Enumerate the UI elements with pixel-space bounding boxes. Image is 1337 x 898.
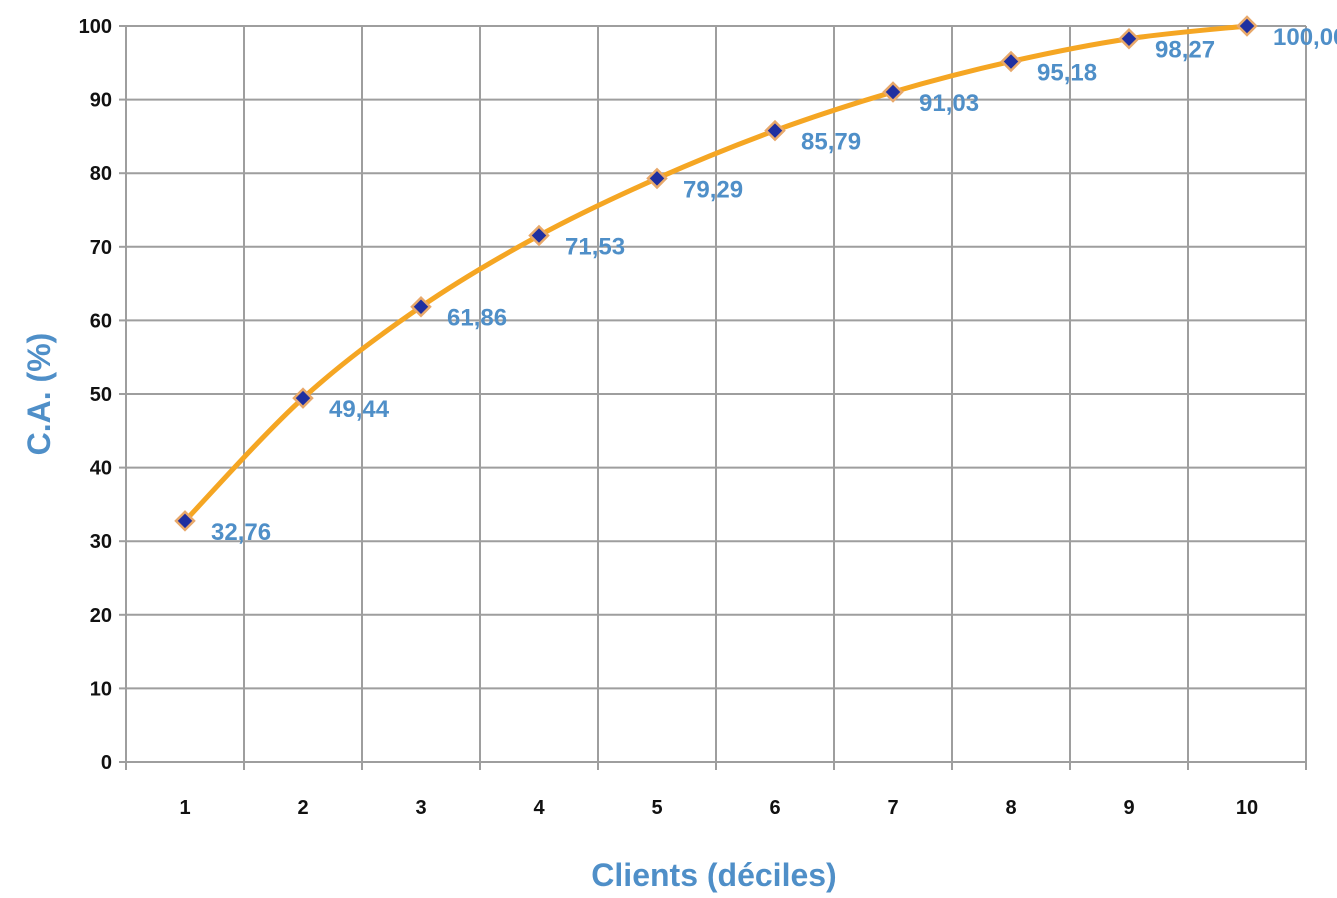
y-axis-title: C.A. (%) bbox=[21, 333, 57, 456]
data-label: 85,79 bbox=[801, 129, 861, 156]
data-point-marker bbox=[1236, 15, 1258, 37]
y-tick-label: 30 bbox=[90, 531, 112, 553]
data-label: 98,27 bbox=[1155, 37, 1215, 64]
x-axis-title: Clients (déciles) bbox=[591, 857, 836, 893]
x-tick-label: 6 bbox=[769, 797, 780, 819]
data-label: 61,86 bbox=[447, 305, 507, 332]
y-tick-label: 60 bbox=[90, 310, 112, 332]
data-point-marker bbox=[410, 295, 432, 318]
tick-labels: 0 10 20 30 40 50 60 70 80 90 100 1 2 3 4 5 6 7 8 9 10 bbox=[79, 16, 1259, 819]
data-point-marker bbox=[1000, 50, 1022, 73]
data-label: 100,00 bbox=[1273, 24, 1337, 51]
y-tick-label: 90 bbox=[90, 90, 112, 112]
x-tick-label: 1 bbox=[179, 797, 190, 819]
data-label: 71,53 bbox=[565, 234, 625, 261]
data-label: 79,29 bbox=[683, 176, 743, 203]
data-point-marker bbox=[292, 387, 314, 409]
y-tick-label: 40 bbox=[90, 458, 112, 480]
y-tick-label: 100 bbox=[79, 16, 112, 38]
x-tick-label: 2 bbox=[297, 797, 308, 819]
data-point-marker bbox=[528, 224, 550, 247]
series-line bbox=[182, 23, 1250, 524]
data-label: 49,44 bbox=[329, 396, 390, 423]
x-tick-label: 5 bbox=[651, 797, 662, 819]
x-tick-label: 4 bbox=[533, 797, 545, 819]
data-label: 95,18 bbox=[1037, 59, 1097, 86]
axes bbox=[119, 25, 1307, 770]
data-point-marker bbox=[764, 119, 786, 142]
y-tick-label: 70 bbox=[90, 237, 112, 259]
data-label: 32,76 bbox=[211, 519, 271, 546]
y-tick-label: 80 bbox=[90, 163, 112, 185]
y-tick-label: 50 bbox=[90, 384, 112, 406]
y-tick-label: 0 bbox=[101, 752, 112, 774]
x-tick-label: 10 bbox=[1236, 797, 1258, 819]
data-point-marker bbox=[1118, 27, 1140, 50]
x-tick-label: 7 bbox=[887, 797, 898, 819]
y-tick-label: 10 bbox=[90, 678, 112, 700]
data-label: 91,03 bbox=[919, 90, 979, 117]
x-tick-label: 9 bbox=[1123, 797, 1134, 819]
series bbox=[174, 15, 1258, 532]
data-labels: 32,76 49,44 61,86 71,53 79,29 85,79 91,03 95,18… bbox=[211, 24, 1337, 546]
y-tick-label: 20 bbox=[90, 605, 112, 627]
x-tick-label: 3 bbox=[415, 797, 426, 819]
data-point-marker bbox=[174, 510, 196, 532]
data-point-marker bbox=[646, 167, 668, 190]
data-point-marker bbox=[882, 81, 904, 103]
x-tick-label: 8 bbox=[1005, 797, 1016, 819]
